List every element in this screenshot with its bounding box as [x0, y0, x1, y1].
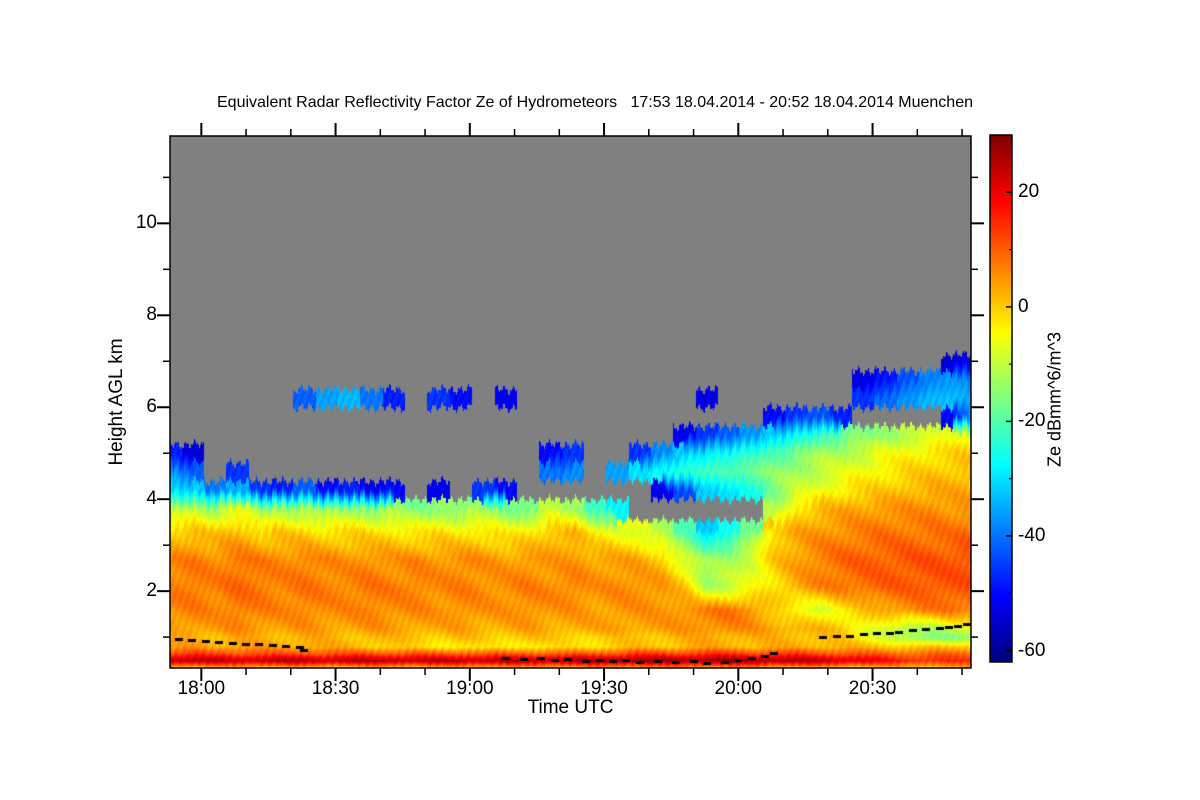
y-tick-label: 2	[146, 580, 157, 602]
colorbar-gradient	[990, 135, 1012, 662]
y-tick-label: 8	[146, 304, 157, 326]
x-tick-label: 19:30	[580, 678, 628, 699]
y-tick-label: 10	[135, 212, 157, 234]
reflectivity-heatmap	[170, 136, 971, 668]
colorbar-tick-label: -20	[1018, 410, 1046, 432]
chart-title: Equivalent Radar Reflectivity Factor Ze …	[217, 94, 973, 111]
x-axis-label: Time UTC	[527, 697, 614, 718]
y-tick-label: 4	[146, 488, 157, 510]
y-tick-label: 6	[146, 396, 157, 418]
colorbar-tick-label: 0	[1018, 295, 1029, 317]
x-tick-label: 20:30	[848, 678, 897, 699]
colorbar-tick-label: 20	[1018, 181, 1040, 203]
x-tick-label: 18:00	[177, 678, 226, 699]
x-tick-label: 19:00	[446, 678, 494, 699]
x-tick-label: 20:00	[714, 678, 763, 699]
colorbar-tick-label: -40	[1018, 524, 1046, 546]
colorbar-tick-label: -60	[1018, 639, 1046, 661]
x-tick-label: 18:30	[311, 678, 360, 699]
